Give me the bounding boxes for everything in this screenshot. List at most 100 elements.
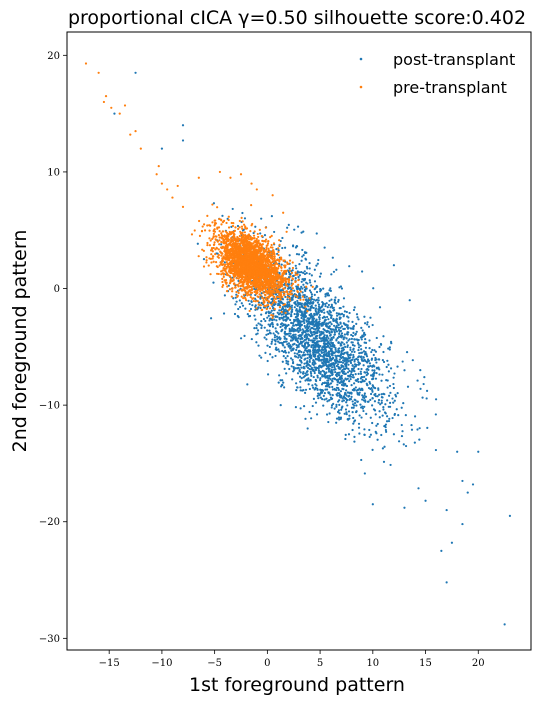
data-point [239, 249, 242, 252]
data-point [278, 350, 281, 353]
data-point [326, 310, 329, 313]
data-point [284, 326, 287, 329]
data-point [356, 393, 359, 396]
data-point [339, 390, 343, 393]
data-point [296, 273, 299, 276]
data-point [246, 279, 249, 282]
data-point [403, 506, 406, 509]
data-point [344, 437, 347, 441]
data-point [345, 341, 348, 344]
data-point [353, 398, 356, 401]
data-point [313, 268, 316, 271]
data-point [338, 371, 341, 374]
data-point [277, 262, 281, 265]
data-point [290, 271, 294, 274]
data-point [348, 380, 351, 383]
data-point [239, 273, 242, 276]
data-point [273, 318, 276, 321]
data-point [283, 246, 287, 249]
data-point [238, 234, 241, 238]
data-point [206, 241, 209, 245]
data-point [356, 377, 360, 381]
data-point [381, 359, 384, 362]
data-point [344, 345, 347, 349]
data-point [286, 303, 289, 306]
data-point [382, 360, 386, 364]
data-point [318, 318, 321, 321]
data-point [269, 235, 272, 239]
data-point [357, 422, 361, 425]
data-point [450, 541, 454, 544]
data-point [250, 282, 253, 285]
data-point [333, 308, 336, 312]
data-point [228, 288, 232, 291]
data-point [410, 428, 414, 431]
data-point [345, 310, 348, 314]
data-point [291, 334, 295, 337]
data-point [242, 285, 245, 288]
data-point [360, 406, 363, 409]
data-point [346, 331, 349, 334]
data-point [310, 274, 313, 277]
data-point [237, 257, 240, 260]
data-point [344, 359, 347, 362]
data-point [262, 240, 265, 243]
data-point [296, 372, 300, 375]
data-point [323, 381, 326, 385]
data-point [310, 295, 314, 298]
data-point [287, 351, 290, 354]
data-point [223, 234, 226, 237]
data-point [299, 364, 302, 367]
data-point [299, 359, 302, 362]
data-point [318, 334, 321, 337]
data-point [392, 401, 395, 404]
data-point [371, 389, 374, 392]
data-point [352, 406, 355, 409]
data-point [289, 357, 293, 360]
data-point [299, 355, 302, 358]
data-point [313, 353, 316, 356]
data-point [328, 331, 331, 335]
data-point [226, 247, 229, 250]
data-point [349, 359, 352, 362]
data-point [311, 404, 314, 408]
data-point [335, 350, 338, 353]
data-point [214, 221, 217, 225]
data-point [267, 323, 270, 326]
data-point [335, 375, 339, 378]
data-point [227, 218, 230, 222]
data-point [314, 401, 318, 404]
data-point [281, 306, 284, 309]
data-point [374, 377, 378, 380]
data-point [255, 341, 258, 344]
data-point [255, 307, 258, 310]
data-point [395, 408, 398, 411]
data-point [333, 331, 336, 334]
data-point [299, 296, 302, 299]
data-point [418, 438, 421, 441]
data-point [328, 309, 331, 312]
data-point [291, 266, 295, 270]
data-point [285, 372, 288, 375]
data-point [369, 364, 372, 368]
data-point [344, 433, 347, 436]
data-point [286, 298, 289, 301]
data-point [325, 354, 328, 357]
data-point [279, 292, 282, 295]
data-point [255, 276, 258, 279]
data-point [293, 228, 296, 231]
data-point [384, 428, 387, 432]
data-point [308, 360, 311, 364]
data-point [370, 350, 373, 354]
data-point [331, 380, 334, 383]
data-point [270, 261, 273, 264]
chart-title: proportional cICA γ=0.50 silhouette scor… [68, 7, 526, 29]
data-point [394, 393, 397, 396]
data-point [240, 237, 243, 240]
data-point [315, 413, 319, 416]
data-point [331, 341, 334, 345]
data-point [337, 367, 340, 370]
data-point [250, 256, 254, 259]
data-point [272, 332, 275, 335]
data-point [299, 380, 302, 383]
